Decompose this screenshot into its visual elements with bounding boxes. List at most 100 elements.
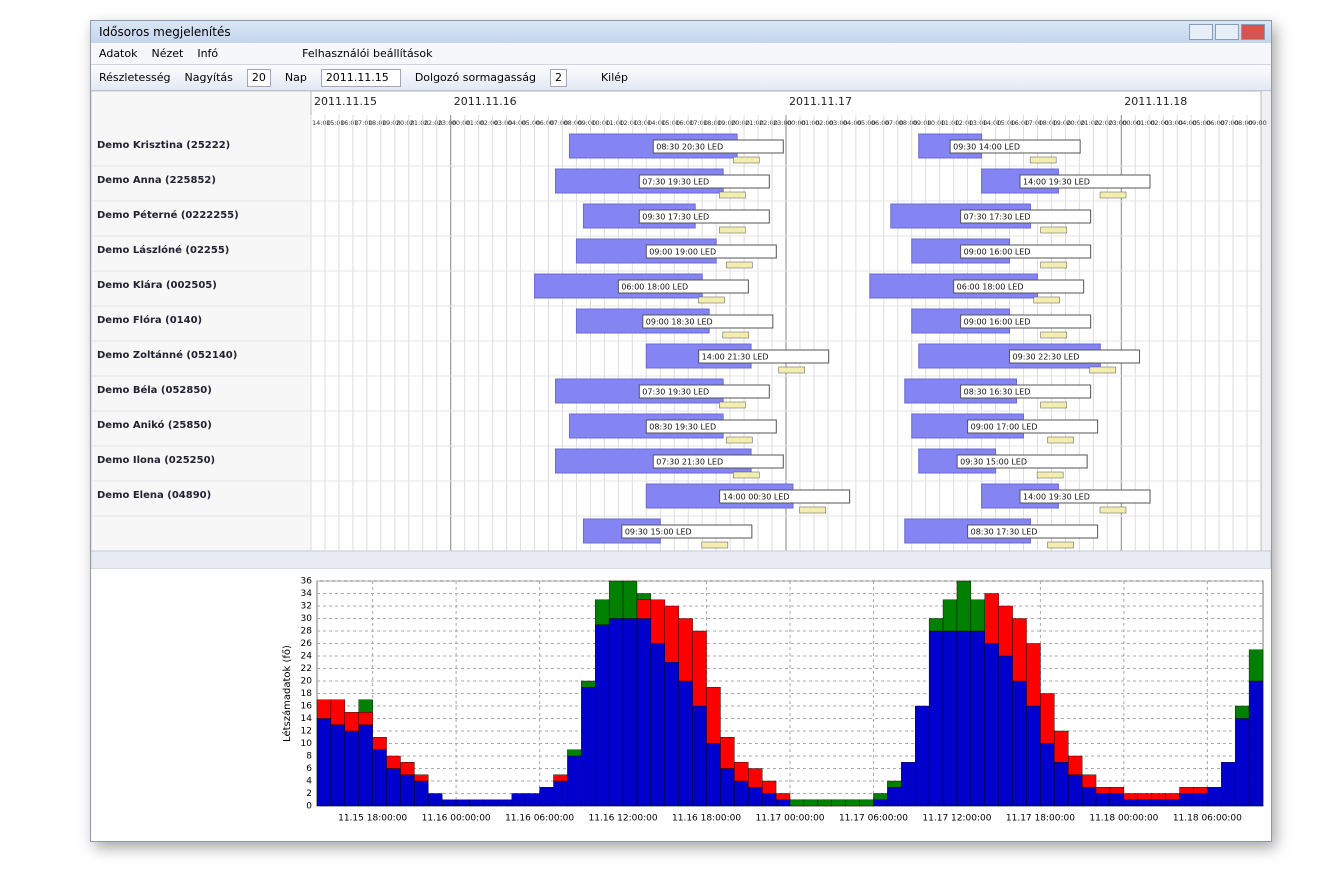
y-tick-label: 16: [301, 702, 313, 712]
menu-bar: Adatok Nézet Infó Felhasználói beállítás…: [91, 43, 1271, 65]
hour-label: 09:00: [1248, 119, 1267, 127]
exit-button[interactable]: Kilép: [600, 71, 629, 84]
shift-label: 09:30 15:00 LED: [960, 458, 1027, 467]
user-settings[interactable]: Felhasználói beállítások: [302, 47, 433, 60]
hour-label: 12:00: [619, 119, 638, 127]
shift-label-box: [1019, 489, 1151, 504]
hour-label: 21:00: [745, 119, 764, 127]
employee-name: Demo Zoltánné (052140): [97, 349, 237, 361]
bar-segment: [581, 687, 596, 807]
hour-label: 21:00: [1080, 119, 1099, 127]
hour-label: 05:00: [522, 119, 541, 127]
bar-segment: [1012, 680, 1027, 807]
shift-label-box: [960, 384, 1092, 399]
zoom-label: Nagyítás: [184, 71, 233, 84]
shift-label-box: [638, 209, 770, 224]
hour-label: 04:00: [508, 119, 527, 127]
day-input[interactable]: 2011.11.15: [320, 68, 401, 87]
bar-segment: [497, 799, 512, 807]
shift-label: 09:30 22:30 LED: [1013, 353, 1080, 362]
bar-segment: [553, 780, 568, 807]
shift-label-box: [642, 314, 774, 329]
bar-segment: [942, 630, 958, 807]
x-tick-label: 11.17 00:00:00: [755, 814, 824, 824]
hour-label: 17:00: [354, 119, 373, 127]
minimize[interactable]: [1189, 24, 1213, 40]
shift-icons: [719, 191, 746, 199]
shift-label-box: [967, 419, 1099, 434]
hour-label: 20:00: [731, 119, 750, 127]
bar-segment: [873, 793, 888, 800]
hour-label: 11:00: [941, 119, 960, 127]
bar-segment: [789, 799, 805, 807]
maximize[interactable]: [1215, 24, 1239, 40]
bar-segment: [414, 780, 429, 807]
bar-segment: [358, 712, 373, 725]
x-tick-label: 11.16 12:00:00: [589, 814, 658, 824]
shift-label: 09:00 17:00 LED: [971, 423, 1038, 432]
y-tick-label: 2: [306, 789, 312, 799]
bar-segment: [581, 680, 596, 688]
hour-label: 18:00: [703, 119, 722, 127]
shift-label-box: [638, 174, 770, 189]
window-title: Idősoros megjelenítés: [99, 25, 231, 39]
bar-segment: [1026, 705, 1041, 807]
menu-item[interactable]: Nézet: [151, 47, 184, 60]
hour-label: 15:00: [661, 119, 680, 127]
names-panel: [91, 91, 312, 552]
x-tick-label: 11.16 00:00:00: [422, 814, 491, 824]
shift-icons: [778, 366, 805, 374]
x-tick-label: 11.17 06:00:00: [839, 814, 908, 824]
bar-segment: [1040, 693, 1055, 744]
shift-label-box: [956, 454, 1088, 469]
hour-label: 07:00: [885, 119, 904, 127]
hour-label: 06:00: [536, 119, 555, 127]
bar-segment: [901, 762, 916, 807]
shift-icons: [1099, 506, 1127, 514]
bar-segment: [1026, 643, 1041, 707]
hour-label: 13:00: [969, 119, 988, 127]
y-tick-label: 24: [301, 652, 313, 662]
row-height-label: Dolgozó sormagasság: [414, 71, 536, 84]
detail-dropdown[interactable]: Részletesség: [99, 71, 171, 84]
x-tick-label: 11.18 00:00:00: [1089, 814, 1158, 824]
y-tick-label: 14: [301, 714, 313, 724]
bar-segment: [970, 630, 985, 807]
y-tick-label: 36: [301, 577, 313, 587]
hour-label: 07:00: [1220, 119, 1239, 127]
hour-label: 06:00: [871, 119, 890, 127]
date-label: 2011.11.17: [789, 95, 852, 108]
bar-segment: [678, 618, 693, 682]
shift-label: 09:30 17:30 LED: [642, 213, 709, 222]
bar-segment: [831, 799, 846, 807]
shift-label: 09:30 15:00 LED: [625, 528, 692, 537]
title-bar: Idősoros megjelenítés: [91, 21, 1271, 43]
zoom-input[interactable]: 20: [246, 68, 271, 87]
bar-segment: [1137, 793, 1152, 800]
hour-label: 17:00: [1025, 119, 1044, 127]
employee-name: Demo Ilona (025250): [97, 455, 215, 466]
menu-item[interactable]: Infó: [197, 47, 219, 60]
bar-segment: [344, 712, 359, 732]
close[interactable]: [1241, 24, 1265, 40]
menu-item[interactable]: Adatok: [99, 47, 138, 60]
y-tick-label: 6: [306, 764, 312, 774]
bar-segment: [803, 799, 819, 807]
hour-label: 00:00: [452, 119, 471, 127]
hour-label: 14:00: [647, 119, 666, 127]
shift-label-box: [698, 349, 830, 364]
employee-name: Demo Péterné (0222255): [97, 209, 239, 221]
app-window: Idősoros megjelenítés Adatok Nézet Infó …: [90, 20, 1272, 842]
bar-segment: [817, 799, 832, 807]
bar-segment: [664, 662, 679, 807]
employee-name: Demo Béla (052850): [97, 384, 212, 396]
shift-icons: [1040, 331, 1067, 339]
bar-segment: [1193, 793, 1208, 807]
row-height-input[interactable]: 2: [549, 68, 567, 87]
shift-label-box: [621, 524, 753, 539]
bar-segment: [734, 780, 749, 807]
x-tick-label: 11.16 18:00:00: [672, 814, 741, 824]
shift-label-box: [960, 244, 1092, 259]
hour-label: 05:00: [1192, 119, 1211, 127]
shift-label: 06:00 18:00 LED: [957, 283, 1024, 292]
